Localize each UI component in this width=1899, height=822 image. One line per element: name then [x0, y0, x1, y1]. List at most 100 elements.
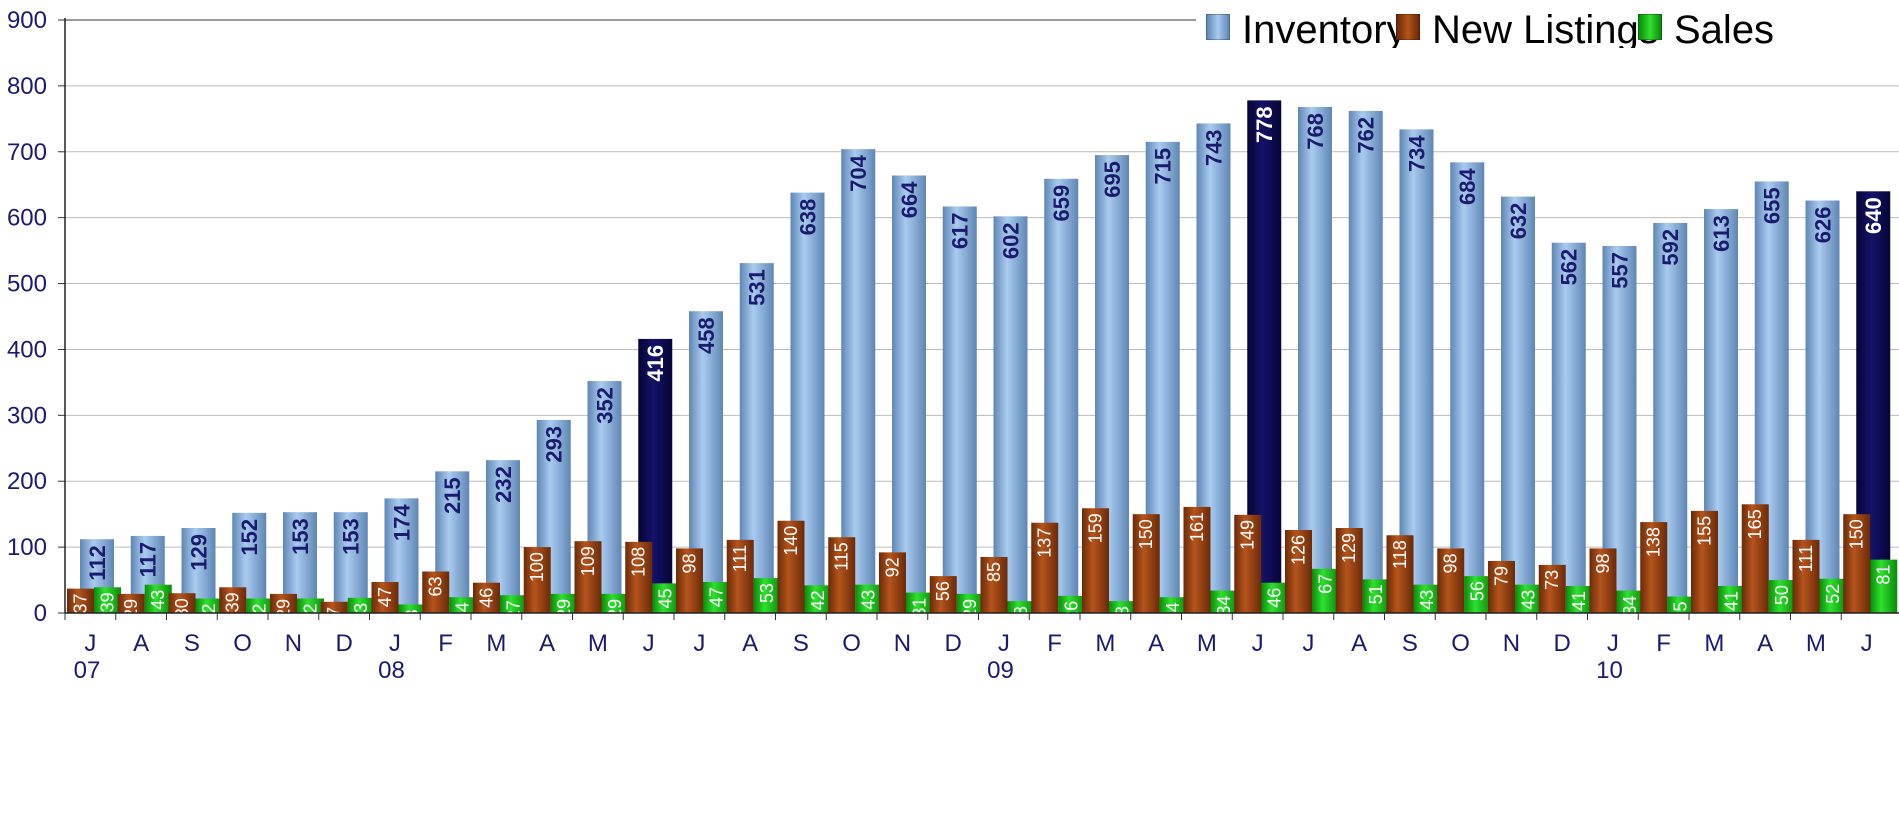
bar-sales-24	[1312, 568, 1339, 613]
label-sales-6: 13	[402, 609, 422, 629]
bar-sales-28	[1515, 584, 1542, 613]
bar-new-listings-31	[1640, 522, 1668, 613]
xtick-label-9: A	[539, 630, 555, 657]
label-inventory-18: 602	[999, 222, 1024, 259]
label-sales-27: 56	[1468, 581, 1488, 601]
label-inventory-16: 664	[897, 181, 922, 218]
label-new-listings-17: 56	[933, 581, 953, 601]
bar-new-listings-34	[1792, 539, 1820, 613]
label-inventory-17: 617	[948, 212, 973, 249]
label-sales-28: 43	[1519, 590, 1539, 610]
year-label-10: 10	[1596, 657, 1623, 684]
label-sales-30: 34	[1620, 596, 1640, 616]
xtick-label-14: S	[793, 630, 809, 657]
label-sales-31: 25	[1671, 602, 1691, 622]
xtick-label-31: F	[1656, 630, 1671, 657]
label-inventory-35: 640	[1861, 197, 1886, 234]
bar-new-listings-27	[1437, 548, 1465, 613]
bar-new-listings-19	[1031, 522, 1059, 613]
xtick-label-18: J	[998, 630, 1010, 657]
bar-sales-5	[347, 597, 375, 613]
bar-new-listings-23	[1234, 514, 1262, 613]
label-sales-0: 39	[98, 592, 118, 612]
label-sales-29: 41	[1569, 591, 1589, 611]
label-sales-35: 81	[1874, 565, 1894, 585]
label-inventory-21: 715	[1151, 148, 1176, 185]
xtick-label-30: J	[1607, 630, 1619, 657]
label-inventory-7: 215	[440, 477, 465, 514]
bar-sales-4	[297, 598, 324, 613]
label-inventory-26: 734	[1405, 135, 1430, 172]
label-new-listings-4: 29	[274, 599, 294, 619]
label-new-listings-0: 37	[71, 594, 91, 614]
legend-swatch-new-listings	[1396, 14, 1420, 40]
xtick-label-21: A	[1148, 630, 1164, 657]
label-sales-26: 43	[1417, 590, 1437, 610]
ytick-label-900: 900	[7, 7, 47, 34]
xtick-label-24: J	[1302, 630, 1314, 657]
label-new-listings-8: 46	[477, 588, 497, 608]
xtick-label-33: A	[1757, 630, 1773, 657]
bar-new-listings-6	[371, 582, 399, 613]
label-new-listings-9: 100	[527, 552, 547, 582]
label-new-listings-30: 98	[1593, 553, 1613, 573]
xtick-label-13: A	[742, 630, 758, 657]
xtick-label-28: N	[1503, 630, 1520, 657]
label-sales-10: 29	[605, 599, 625, 619]
label-new-listings-23: 149	[1238, 520, 1258, 550]
label-inventory-33: 655	[1760, 187, 1785, 224]
xtick-label-17: D	[944, 630, 961, 657]
bar-sales-26	[1413, 584, 1441, 613]
label-inventory-20: 695	[1100, 161, 1125, 198]
bar-sales-11	[652, 583, 680, 613]
bar-sales-14	[804, 585, 832, 613]
year-label-07: 07	[74, 657, 101, 684]
bar-new-listings-33	[1741, 504, 1769, 613]
xtick-label-3: O	[233, 630, 252, 657]
bar-new-listings-2	[168, 593, 196, 613]
legend-label-sales: Sales	[1674, 8, 1775, 48]
label-sales-18: 18	[1011, 606, 1031, 626]
label-sales-25: 51	[1366, 584, 1386, 604]
ytick-label-100: 100	[7, 534, 47, 561]
label-inventory-24: 768	[1303, 113, 1328, 150]
label-new-listings-35: 150	[1847, 519, 1867, 549]
label-new-listings-3: 39	[223, 592, 243, 612]
bar-sales-32	[1718, 585, 1745, 613]
bar-new-listings-13	[726, 539, 754, 613]
bar-new-listings-18	[980, 556, 1008, 613]
bar-new-listings-11	[625, 541, 653, 613]
bar-new-listings-0	[67, 588, 94, 613]
label-new-listings-16: 92	[883, 557, 903, 577]
bar-new-listings-21	[1132, 514, 1160, 613]
label-new-listings-10: 109	[578, 546, 598, 576]
bar-sales-3	[246, 598, 274, 613]
label-new-listings-27: 98	[1441, 553, 1461, 573]
xtick-label-0: J	[84, 630, 96, 657]
bar-sales-2	[195, 598, 223, 613]
bar-sales-34	[1819, 578, 1847, 613]
label-new-listings-22: 161	[1187, 512, 1207, 542]
bar-new-listings-4	[270, 593, 297, 613]
bar-new-listings-8	[473, 582, 500, 613]
label-new-listings-5: 17	[324, 607, 344, 627]
label-inventory-8: 232	[491, 466, 516, 503]
legend-swatch-sales	[1638, 14, 1662, 40]
year-label-08: 08	[378, 657, 405, 684]
xtick-label-26: S	[1402, 630, 1418, 657]
xtick-label-25: A	[1351, 630, 1367, 657]
bar-new-listings-20	[1082, 508, 1109, 613]
bar-sales-12	[703, 582, 730, 613]
y-axis-ticks: 0 100 200 300 400 500 600 700 800 900	[7, 7, 65, 627]
xtick-label-4: N	[285, 630, 302, 657]
bar-sales-13	[753, 578, 781, 613]
label-new-listings-14: 140	[781, 526, 801, 556]
label-sales-15: 43	[859, 590, 879, 610]
legend-label-new-listings: New Listings	[1432, 8, 1659, 48]
label-inventory-0: 112	[85, 545, 110, 581]
bar-inventory-28	[1501, 196, 1535, 614]
bar-sales-1	[144, 584, 172, 613]
bar-inventory-17	[942, 206, 977, 613]
label-inventory-32: 613	[1709, 215, 1734, 252]
xtick-label-19: F	[1047, 630, 1062, 657]
